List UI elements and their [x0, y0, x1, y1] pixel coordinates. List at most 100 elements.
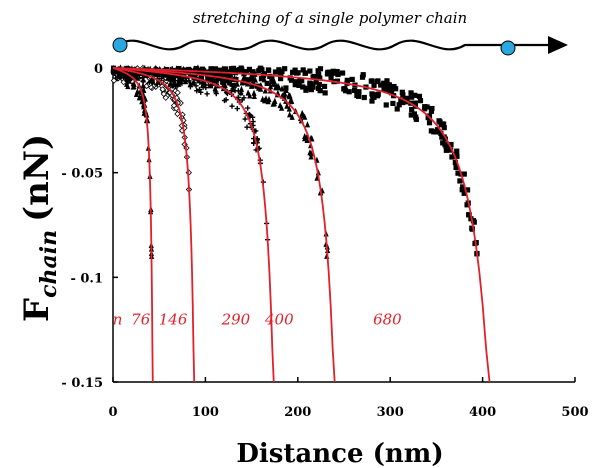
data-point-square	[283, 85, 289, 91]
data-point-square	[224, 71, 231, 77]
data-point-square	[402, 99, 409, 105]
data-point-triangle	[265, 98, 271, 105]
data-point-square	[307, 68, 313, 74]
data-point-triangle	[212, 84, 218, 92]
data-point-square	[317, 75, 323, 81]
fit-curves	[112, 67, 491, 383]
y-tick-label: - 0.1	[70, 271, 103, 286]
data-point-square	[457, 178, 463, 184]
curve-label: 400	[264, 310, 294, 328]
anchor-bead	[112, 37, 128, 53]
data-points	[110, 64, 480, 259]
data-point-square	[408, 90, 414, 96]
data-point-square	[464, 202, 470, 208]
data-point-square	[390, 85, 396, 91]
data-point-triangle	[211, 77, 217, 84]
data-point-square	[246, 66, 253, 72]
fit-curve-n400	[112, 67, 336, 383]
curve-label-prefix: n	[113, 310, 123, 328]
y-tick-label: 0	[94, 62, 103, 77]
data-point-square	[411, 111, 418, 117]
data-point-square	[149, 78, 155, 84]
data-point-triangle	[308, 153, 314, 160]
data-point-square	[321, 83, 328, 90]
data-point-square	[307, 80, 313, 86]
data-point-triangle	[183, 78, 189, 85]
data-point-square	[422, 104, 428, 110]
data-point-square	[349, 76, 355, 83]
data-point-plus	[234, 106, 240, 112]
data-point-square	[440, 140, 446, 146]
data-point-square	[399, 89, 405, 95]
data-point-triangle	[263, 95, 269, 102]
data-point-triangle	[238, 85, 245, 92]
curve-label: 290	[221, 310, 251, 328]
data-point-square	[193, 66, 199, 72]
data-point-triangle	[302, 113, 308, 120]
data-point-triangle	[130, 83, 136, 90]
data-point-triangle	[299, 109, 305, 116]
data-point-square	[441, 121, 447, 127]
data-point-square	[386, 82, 392, 88]
data-point-triangle	[141, 86, 147, 94]
data-point-square	[369, 98, 375, 104]
data-point-triangle	[124, 80, 130, 87]
data-point-square	[228, 66, 235, 72]
data-point-square	[140, 70, 147, 76]
data-point-plus	[245, 105, 251, 111]
data-point-triangle	[287, 92, 293, 99]
x-tick-label: 100	[192, 405, 219, 420]
data-point-triangle	[287, 111, 293, 118]
data-point-square	[356, 89, 362, 95]
data-point-square	[436, 118, 442, 124]
data-point-triangle	[262, 87, 268, 94]
data-point-square	[153, 71, 159, 77]
data-point-square	[460, 184, 466, 190]
data-point-triangle	[308, 150, 314, 157]
data-point-triangle	[289, 113, 295, 120]
data-point-square	[448, 141, 454, 148]
data-point-square	[201, 80, 207, 87]
data-point-square	[428, 108, 435, 114]
data-point-square	[258, 65, 264, 71]
data-point-square	[417, 98, 424, 104]
curve-label: 680	[373, 310, 402, 328]
data-point-square	[459, 187, 465, 193]
data-point-square	[258, 76, 265, 82]
data-point-square	[322, 90, 328, 96]
data-point-triangle	[187, 80, 193, 87]
data-point-triangle	[279, 85, 285, 92]
data-point-plus	[242, 116, 248, 122]
data-point-square	[381, 86, 387, 92]
data-point-square	[334, 78, 341, 84]
data-point-triangle	[208, 82, 214, 89]
y-axis-title: Fchain (nN)	[17, 134, 62, 322]
data-point-square	[317, 88, 323, 94]
data-point-plus	[194, 88, 200, 94]
data-point-square	[299, 78, 305, 84]
data-point-square	[313, 79, 319, 85]
data-point-square	[277, 69, 283, 75]
data-point-square	[177, 75, 183, 82]
data-point-plus	[221, 97, 228, 104]
data-point-square	[278, 75, 284, 82]
data-point-square	[408, 94, 415, 100]
data-point-square	[390, 100, 396, 107]
data-point-square	[292, 79, 299, 85]
data-point-triangle	[140, 76, 146, 83]
data-point-square	[470, 218, 477, 224]
data-point-square	[117, 73, 123, 80]
data-point-square	[396, 102, 402, 108]
data-point-square	[110, 69, 117, 75]
x-axis-title: Distance (nm)	[236, 439, 443, 468]
data-point-square	[375, 78, 381, 84]
data-point-square	[438, 130, 444, 137]
data-point-square	[461, 190, 467, 196]
data-point-square	[328, 75, 334, 81]
data-point-triangle	[251, 89, 257, 96]
data-point-square	[236, 67, 243, 73]
curve-labels: n 76 146 290 400 680	[113, 310, 402, 328]
y-axis-title-main: F	[17, 298, 57, 322]
data-point-triangle	[304, 121, 311, 128]
data-point-square	[157, 71, 163, 78]
